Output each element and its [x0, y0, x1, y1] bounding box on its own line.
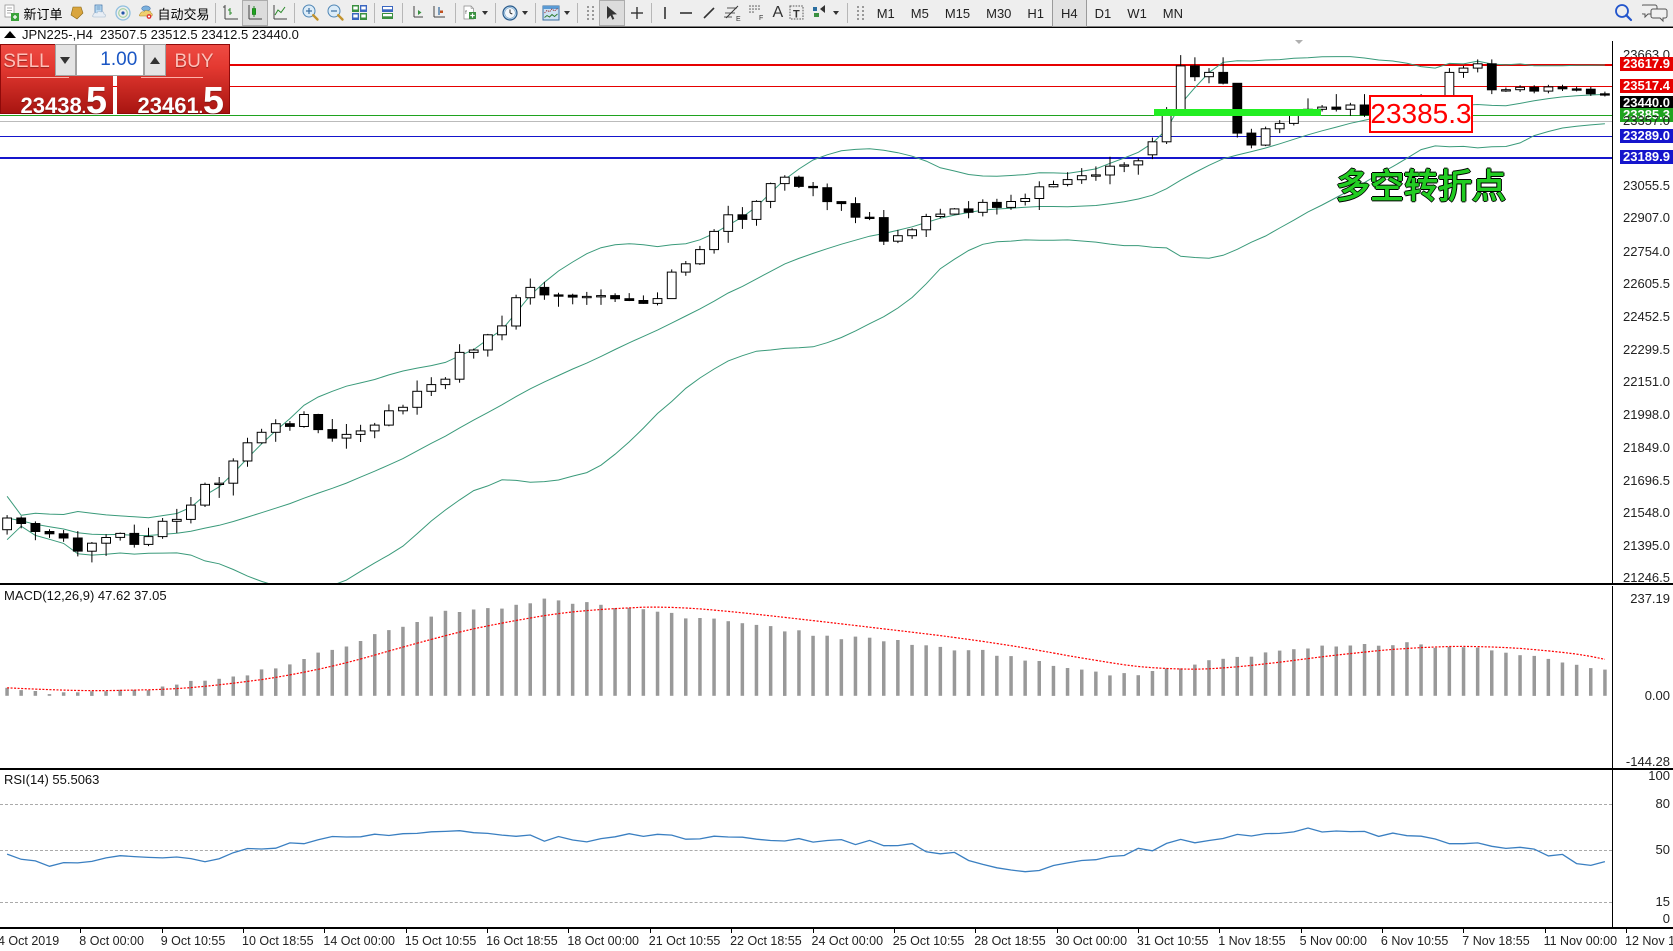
svg-text:T: T [793, 9, 800, 21]
svg-text:F: F [759, 15, 763, 22]
svg-text:E: E [736, 16, 741, 22]
